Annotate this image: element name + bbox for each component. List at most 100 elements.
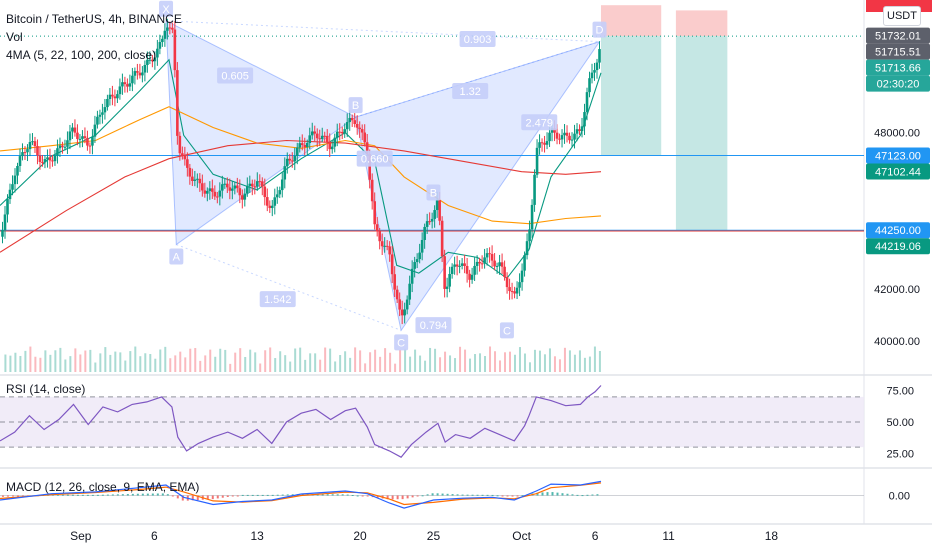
candle-body: [390, 254, 394, 275]
symbol-title[interactable]: Bitcoin / TetherUS, 4h, BINANCE: [6, 12, 182, 26]
candle-body: [211, 188, 214, 192]
candle-body: [161, 38, 164, 43]
macd-histogram-bar: [6, 495, 9, 497]
candle-body: [285, 158, 289, 167]
volume-bar: [224, 349, 227, 372]
volume-bar: [154, 358, 157, 372]
candle-body: [430, 218, 434, 222]
volume-bar: [139, 356, 142, 372]
volume-bar: [269, 347, 272, 372]
macd-histogram-bar: [596, 494, 599, 496]
price-axis-tick: 48000.00: [874, 128, 920, 140]
volume-bar: [369, 352, 372, 372]
moving-average-label[interactable]: 4MA (5, 22, 100, 200, close): [6, 48, 157, 62]
volume-bar: [39, 357, 42, 372]
macd-histogram-bar: [406, 495, 409, 499]
pattern-point-label-bg: [169, 248, 184, 265]
volume-bar: [598, 350, 601, 372]
candle-body: [463, 263, 466, 266]
macd-histogram-bar: [81, 494, 84, 496]
macd-histogram-bar: [561, 493, 564, 496]
pattern-ratio-label-bg: [217, 67, 254, 84]
candle-body: [188, 167, 192, 177]
candle-body: [241, 195, 244, 200]
candle-body: [553, 128, 556, 133]
candle-body: [198, 178, 202, 184]
price-tag-label: 51715.51: [875, 47, 921, 59]
candle-body: [368, 154, 371, 180]
candle-body: [171, 27, 174, 30]
macd-histogram-bar: [61, 494, 64, 496]
volume-bar: [409, 356, 412, 372]
pattern-point-label-bg: [394, 334, 409, 351]
volume-bar: [578, 350, 581, 372]
candle-body: [328, 142, 332, 150]
candle-body: [201, 183, 204, 191]
pattern-point-label: D: [596, 25, 604, 37]
pattern-ratio-label-bg: [415, 317, 452, 334]
volume-bar: [44, 350, 47, 372]
candle-body: [206, 190, 209, 194]
candle-body: [71, 127, 74, 132]
macd-histogram-bar: [436, 493, 439, 496]
volume-bar: [374, 349, 377, 372]
volume-bar: [384, 348, 387, 372]
macd-histogram-bar: [411, 495, 414, 498]
pattern-ratio-label: 2.479: [525, 117, 553, 129]
candle-body: [308, 135, 312, 144]
currency-button[interactable]: USDT: [883, 6, 921, 26]
candle-body: [136, 71, 139, 73]
macd-histogram-bar: [21, 495, 24, 497]
candle-body: [223, 183, 227, 185]
candle-body: [578, 129, 581, 132]
volume-bar: [109, 354, 112, 372]
volume-bar: [79, 354, 82, 372]
macd-histogram-bar: [336, 494, 339, 496]
candle-body: [360, 129, 364, 133]
volume-bar: [24, 350, 27, 372]
volume-bar: [459, 346, 462, 372]
rsi-axis-tick: 25.00: [886, 448, 914, 460]
volume-indicator-label[interactable]: Vol: [6, 30, 23, 44]
rsi-label[interactable]: RSI (14, close): [6, 382, 86, 396]
take-profit-zone: [600, 36, 662, 156]
macd-histogram-bar: [481, 494, 484, 496]
candle-body: [295, 147, 299, 157]
candle-body: [528, 229, 531, 242]
volume-bar: [209, 349, 212, 372]
candle-body: [196, 178, 199, 180]
candle-body: [475, 261, 479, 266]
candle-body: [148, 59, 152, 61]
candle-body: [6, 199, 9, 215]
stop-loss-zone: [675, 10, 728, 37]
volume-bar: [54, 350, 57, 372]
candle-body: [86, 138, 89, 146]
rsi-axis-tick: 50.00: [886, 417, 914, 429]
time-axis-tick: 13: [250, 529, 264, 543]
candle-body: [310, 131, 314, 136]
price-tag-label: 02:30:20: [877, 79, 920, 91]
macd-histogram-bar: [356, 495, 359, 497]
macd-histogram-bar: [11, 495, 14, 497]
volume-bar: [279, 351, 282, 372]
volume-bar: [34, 356, 37, 372]
volume-bar: [543, 354, 546, 372]
candle-body: [263, 186, 267, 198]
candle-body: [245, 185, 249, 194]
volume-bar: [169, 358, 172, 372]
macd-histogram-bar: [401, 495, 404, 500]
macd-histogram-bar: [151, 493, 154, 496]
macd-histogram-bar: [346, 494, 349, 496]
candle-body: [128, 83, 132, 87]
macd-histogram-bar: [341, 494, 344, 496]
candle-body: [453, 264, 456, 267]
volume-bar: [124, 360, 127, 372]
volume-bar: [99, 353, 102, 372]
macd-label[interactable]: MACD (12, 26, close, 9, EMA, EMA): [6, 480, 200, 494]
candle-body: [270, 205, 274, 209]
candle-body: [468, 273, 471, 280]
candle-body: [340, 131, 344, 134]
candle-body: [483, 257, 486, 264]
macd-histogram-bar: [116, 494, 119, 496]
